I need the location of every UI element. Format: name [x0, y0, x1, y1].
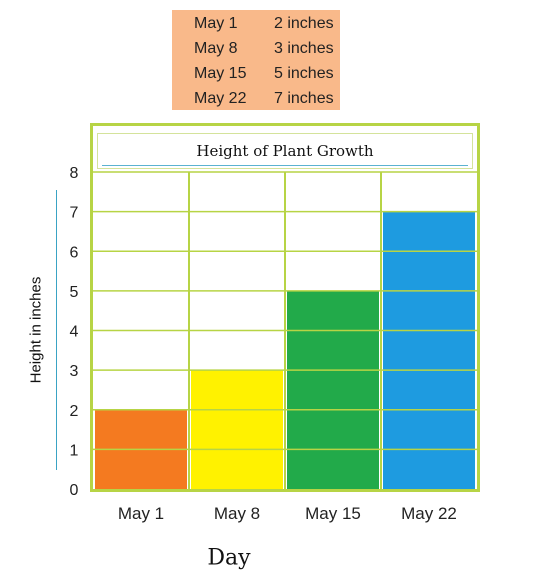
y-tick-label: 6 — [70, 244, 79, 261]
y-tick-label: 7 — [70, 205, 79, 222]
x-axis-label: Day — [207, 545, 251, 571]
title-underline — [102, 165, 468, 166]
note-value: 2 inches — [274, 15, 334, 32]
x-tick-label: May 22 — [401, 504, 457, 523]
chart-title: Height of Plant Growth — [196, 142, 374, 160]
note-date: May 8 — [194, 40, 238, 57]
note-date: May 15 — [194, 65, 247, 82]
x-tick-label: May 15 — [305, 504, 361, 523]
note-value: 7 inches — [274, 90, 334, 107]
chart-frame — [90, 123, 480, 492]
bar — [191, 370, 283, 489]
y-tick-label: 2 — [70, 403, 79, 420]
data-table-note: May 1 2 inches May 8 3 inches May 15 5 i… — [172, 10, 340, 110]
y-tick-label: 1 — [70, 442, 79, 459]
note-date: May 1 — [194, 15, 238, 32]
y-tick-label: 0 — [70, 482, 79, 499]
y-tick-label: 4 — [70, 324, 79, 341]
x-tick-label: May 8 — [214, 504, 260, 523]
note-date: May 22 — [194, 90, 247, 107]
y-tick-label: 8 — [70, 165, 79, 182]
y-tick-label: 5 — [70, 284, 79, 301]
y-axis-line — [56, 190, 57, 470]
note-value: 3 inches — [274, 40, 334, 57]
y-axis-label: Height in inches — [27, 276, 45, 384]
chart-title-box: Height of Plant Growth — [97, 133, 473, 169]
y-tick-label: 3 — [70, 363, 79, 380]
note-value: 5 inches — [274, 65, 334, 82]
bar — [383, 211, 475, 489]
x-tick-label: May 1 — [118, 504, 164, 523]
bar — [287, 290, 379, 489]
